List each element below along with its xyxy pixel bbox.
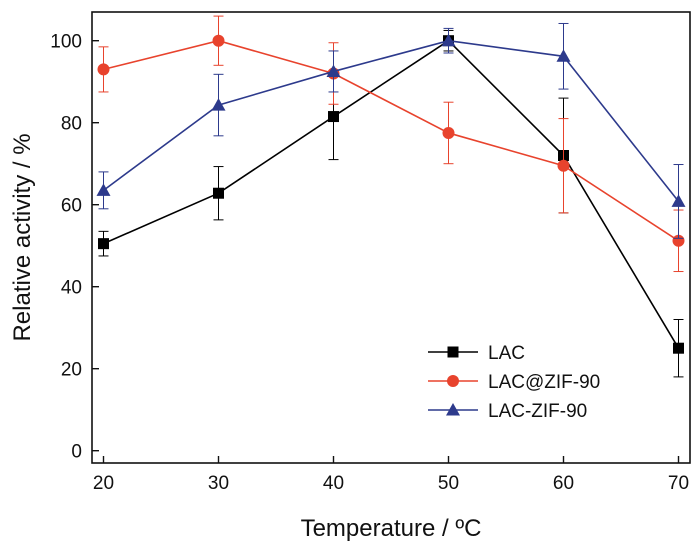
series-lac-zif-90	[97, 15, 685, 273]
triangle-marker	[671, 194, 686, 207]
legend-item: LAC	[428, 343, 525, 364]
triangle-marker	[326, 64, 341, 77]
legend: LAC LAC@ZIF-90 LAC-ZIF-90	[428, 343, 600, 422]
legend-label: LAC	[488, 343, 525, 364]
x-tick-label: 40	[323, 473, 344, 494]
y-tick-label: 60	[61, 196, 82, 217]
y-tick-label: 0	[71, 442, 82, 463]
circle-marker	[97, 63, 110, 76]
square-marker	[328, 111, 339, 123]
x-tick-label: 70	[668, 473, 689, 494]
triangle-marker	[556, 49, 571, 62]
series-line	[103, 39, 680, 202]
series-line	[103, 39, 680, 349]
x-axis-title: Temperature / ºC	[301, 515, 482, 542]
series-lac	[98, 29, 684, 378]
y-axis-title: Relative activity / %	[9, 133, 36, 341]
x-tick-label: 30	[208, 473, 229, 494]
y-tick-label: 80	[61, 114, 82, 135]
triangle-marker	[211, 98, 226, 111]
legend-item: LAC@ZIF-90	[428, 372, 600, 393]
y-tick-label: 40	[61, 278, 82, 299]
series-layer	[96, 15, 686, 378]
legend-label: LAC@ZIF-90	[488, 372, 600, 393]
axis-ticks: 20 30 40 50 60 70 0 20 40 60 80 100	[50, 32, 689, 494]
square-marker	[98, 238, 109, 250]
triangle-marker	[446, 403, 460, 416]
triangle-marker	[96, 183, 111, 196]
x-tick-label: 60	[553, 473, 574, 494]
series-lac-zif-90	[96, 22, 686, 239]
y-tick-label: 100	[50, 32, 82, 53]
legend-label: LAC-ZIF-90	[488, 401, 587, 422]
series-line	[103, 39, 679, 242]
x-tick-label: 20	[93, 473, 114, 494]
triangle-marker	[441, 33, 456, 47]
circle-marker	[447, 375, 459, 387]
circle-marker	[442, 126, 455, 139]
circle-marker	[557, 159, 570, 172]
circle-marker	[672, 234, 685, 247]
square-marker	[673, 342, 684, 354]
plot-frame	[91, 11, 691, 464]
x-tick-label: 50	[438, 473, 459, 494]
y-tick-label: 20	[61, 360, 82, 381]
legend-item: LAC-ZIF-90	[428, 401, 587, 422]
square-marker	[213, 187, 224, 199]
circle-marker	[212, 34, 225, 47]
square-marker	[447, 346, 459, 358]
